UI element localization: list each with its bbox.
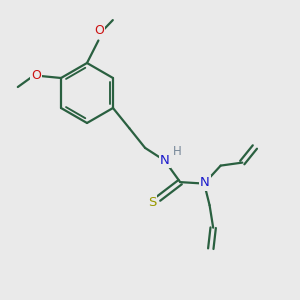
Text: O: O <box>31 69 41 82</box>
Text: O: O <box>94 24 104 38</box>
Text: S: S <box>148 196 156 209</box>
Text: H: H <box>173 145 182 158</box>
Text: N: N <box>160 154 170 167</box>
Text: N: N <box>200 176 210 190</box>
